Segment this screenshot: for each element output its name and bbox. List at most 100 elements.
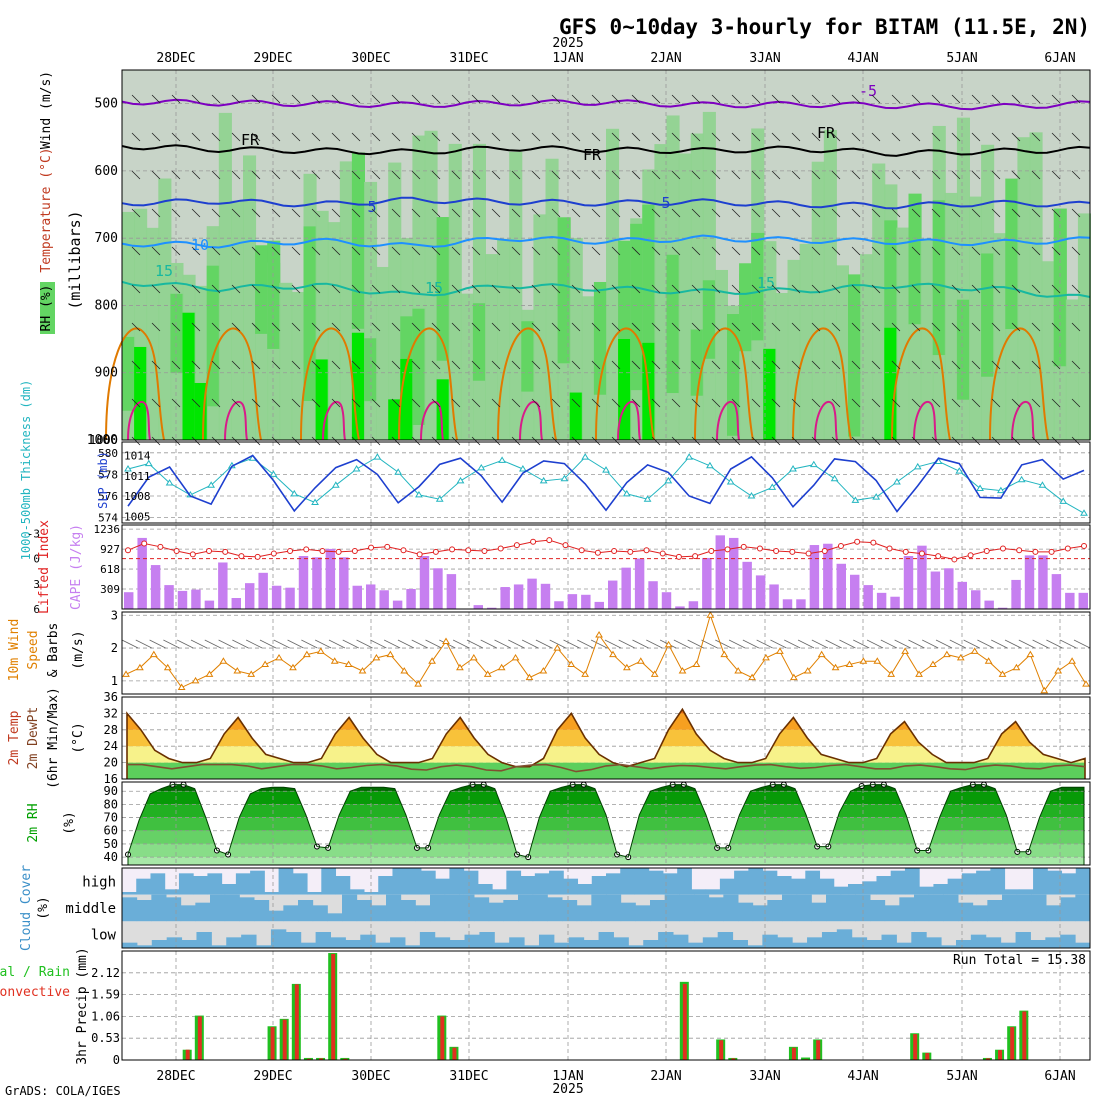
wind-barb bbox=[1071, 284, 1081, 294]
wind-speed-line-point bbox=[275, 653, 283, 661]
precip-convective-bar bbox=[816, 1040, 821, 1060]
cloud-bar-high bbox=[591, 876, 607, 895]
wind-barb bbox=[271, 132, 281, 142]
wind-barb bbox=[651, 170, 661, 180]
wind-barb-10m bbox=[535, 639, 553, 649]
date-label-bottom: 4JAN bbox=[847, 1069, 878, 1084]
cloud-bar-low bbox=[1015, 932, 1031, 948]
isotherm-warm bbox=[891, 327, 951, 441]
thickness-tick-label: 574 bbox=[98, 512, 118, 525]
wind-barb bbox=[551, 436, 561, 446]
cape-tick-label: 927 bbox=[100, 543, 120, 556]
rh-shade bbox=[364, 181, 378, 440]
cape-bar bbox=[392, 600, 403, 609]
cloud-layer-label: middle bbox=[65, 901, 116, 917]
li-line-point bbox=[918, 550, 925, 557]
date-label-top: 2JAN bbox=[650, 51, 681, 66]
wind-barb bbox=[451, 284, 461, 294]
li-line-point bbox=[967, 552, 974, 559]
wind-barb bbox=[811, 132, 821, 142]
cloud-bar-low bbox=[851, 937, 868, 948]
wind-barb bbox=[231, 94, 241, 104]
cloud-bar-low bbox=[687, 942, 704, 948]
slp-tick-label: 1014 bbox=[124, 450, 151, 463]
wind-barb bbox=[831, 284, 841, 294]
cape-bar bbox=[177, 590, 188, 609]
cloud-bar-high bbox=[264, 892, 280, 895]
rh-shade-high bbox=[170, 293, 184, 373]
wind-barb-10m bbox=[715, 639, 732, 649]
wind-barb bbox=[131, 398, 141, 408]
wind-barb bbox=[711, 436, 721, 446]
wind-barb bbox=[991, 436, 1001, 446]
bottom-year-label: 2025 bbox=[552, 1082, 583, 1097]
wind-barb-10m bbox=[177, 639, 194, 649]
cape-bar bbox=[930, 571, 941, 609]
wind-barb bbox=[771, 398, 781, 408]
rh-tick-label: 50 bbox=[104, 837, 118, 851]
wind-barb-10m bbox=[949, 639, 967, 649]
wind-barb bbox=[491, 170, 501, 180]
wind-barb-10m bbox=[287, 639, 304, 649]
wind-barb bbox=[551, 170, 561, 180]
wind-barb bbox=[291, 360, 301, 370]
cloud-bar-middle bbox=[283, 905, 299, 922]
precip-convective-bar bbox=[343, 1058, 348, 1060]
cape-bar bbox=[755, 575, 766, 609]
wind-barb bbox=[211, 132, 221, 142]
wind-barb bbox=[391, 360, 401, 370]
ylabel-convective: Convective bbox=[0, 985, 70, 1000]
slp-tick-label: 1005 bbox=[124, 510, 151, 523]
li-line-point bbox=[189, 551, 196, 558]
cloud-bar-high bbox=[449, 868, 465, 895]
li-line-point bbox=[675, 553, 682, 560]
wind-barb-10m bbox=[563, 639, 580, 649]
rh-shade-very-high bbox=[569, 392, 583, 440]
cape-bar bbox=[594, 601, 604, 609]
temp-band bbox=[127, 729, 1085, 747]
wind-barb bbox=[691, 208, 701, 218]
isotherm-hot bbox=[716, 401, 740, 441]
rh-shade bbox=[920, 239, 934, 440]
slp-tick-label: 1011 bbox=[124, 470, 151, 483]
cloud-bar-low bbox=[643, 940, 659, 948]
wind-barb bbox=[231, 360, 241, 370]
wind-tick-label: 3 bbox=[111, 608, 118, 622]
wind-barb bbox=[891, 398, 901, 408]
rh-shade-very-high bbox=[884, 327, 898, 440]
rh-shade bbox=[787, 259, 801, 440]
wind-barb bbox=[511, 284, 521, 294]
wind-barb bbox=[711, 132, 721, 142]
wind-barb bbox=[471, 94, 481, 104]
wind-barb bbox=[631, 436, 641, 446]
li-line-point bbox=[708, 548, 715, 555]
wind-barb bbox=[751, 208, 761, 218]
wind-barb bbox=[211, 208, 221, 218]
wind-barb bbox=[191, 208, 201, 218]
wind-barb-10m bbox=[411, 639, 428, 649]
wind-barb bbox=[151, 132, 161, 142]
wind-barb bbox=[631, 170, 641, 180]
wind-barb bbox=[251, 246, 261, 256]
wind-barb bbox=[411, 246, 421, 256]
wind-barb bbox=[571, 436, 581, 446]
ylabel-barbs: & Barbs bbox=[46, 623, 61, 678]
cloud-bar-high bbox=[990, 868, 1006, 895]
wind-speed-line-point bbox=[136, 663, 144, 671]
wind-barb bbox=[611, 132, 621, 142]
wind-barb bbox=[811, 170, 821, 180]
wind-barb bbox=[791, 398, 801, 408]
cape-bar bbox=[164, 585, 174, 609]
wind-barb-10m bbox=[314, 639, 332, 649]
thickness-line-point bbox=[726, 477, 735, 485]
wind-barb-10m bbox=[121, 639, 139, 649]
wind-barb-10m bbox=[508, 639, 525, 649]
precip-convective-bar bbox=[331, 953, 336, 1060]
wind-barb bbox=[911, 170, 921, 180]
wind-barb bbox=[931, 360, 941, 370]
cape-bar bbox=[809, 545, 820, 609]
wind-speed-line-point bbox=[316, 647, 325, 654]
wind-barb bbox=[191, 94, 201, 104]
wind-barb bbox=[951, 94, 961, 104]
wind-barb bbox=[151, 208, 161, 218]
